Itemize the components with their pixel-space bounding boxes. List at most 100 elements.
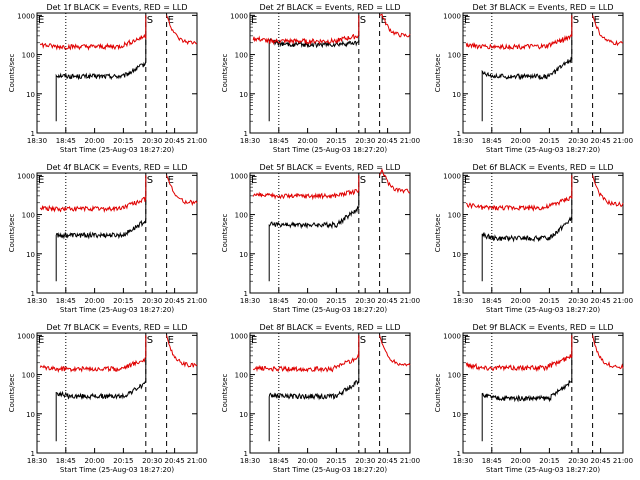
y-tick-label: 1000 bbox=[17, 332, 35, 340]
x-axis-label: Start Time (25-Aug-03 18:27:20) bbox=[273, 466, 387, 474]
panel-1: Det 1f BLACK = Events, RED = LLD 1 10 100 10… bbox=[8, 3, 207, 154]
lld-series-line bbox=[39, 335, 147, 374]
event-marker-label: S bbox=[360, 335, 366, 346]
x-tick-label: 18:30 bbox=[453, 137, 473, 145]
y-axis-label: Counts/sec bbox=[434, 374, 442, 413]
x-tick-label: 18:30 bbox=[27, 297, 47, 305]
event-marker-label: E bbox=[381, 15, 387, 26]
x-tick-label: 20:15 bbox=[113, 457, 133, 465]
x-tick-label: 18:30 bbox=[27, 457, 47, 465]
y-tick-label: 10 bbox=[26, 411, 35, 419]
y-axis-label: Counts/sec bbox=[434, 54, 442, 93]
x-tick-label: 20:15 bbox=[326, 297, 346, 305]
panel-9: Det 9f BLACK = Events, RED = LLD 1 10 100 10… bbox=[434, 323, 633, 474]
y-tick-label: 1000 bbox=[443, 332, 461, 340]
x-tick-label: 20:45 bbox=[165, 297, 185, 305]
event-marker-label: S bbox=[147, 335, 153, 346]
x-tick-label: 20:00 bbox=[85, 297, 105, 305]
events-series-line bbox=[268, 15, 360, 122]
lld-series-line bbox=[252, 15, 360, 46]
x-tick-label: 21:00 bbox=[613, 137, 633, 145]
event-marker-label: E bbox=[38, 335, 44, 346]
panel-title: Det 8f BLACK = Events, RED = LLD bbox=[259, 323, 400, 332]
y-tick-label: 1000 bbox=[230, 12, 248, 20]
y-tick-label: 100 bbox=[448, 212, 461, 220]
panel-title: Det 2f BLACK = Events, RED = LLD bbox=[259, 3, 400, 12]
y-tick-label: 100 bbox=[235, 212, 248, 220]
y-tick-label: 10 bbox=[452, 91, 461, 99]
x-tick-label: 20:30 bbox=[568, 297, 588, 305]
panel-4: Det 4f BLACK = Events, RED = LLD 1 10 100 10… bbox=[8, 163, 207, 314]
x-tick-label: 21:00 bbox=[187, 457, 207, 465]
lld-series-line bbox=[465, 175, 573, 212]
x-axis-label: Start Time (25-Aug-03 18:27:20) bbox=[60, 306, 174, 314]
y-tick-label: 1 bbox=[457, 450, 461, 458]
y-tick-label: 1000 bbox=[230, 332, 248, 340]
panel-title: Det 6f BLACK = Events, RED = LLD bbox=[472, 163, 613, 172]
x-tick-label: 20:30 bbox=[355, 457, 375, 465]
x-tick-label: 20:00 bbox=[85, 457, 105, 465]
y-axis-label: Counts/sec bbox=[8, 374, 16, 413]
plot-frame bbox=[249, 332, 411, 454]
y-tick-label: 1 bbox=[31, 450, 35, 458]
panel-6: Det 6f BLACK = Events, RED = LLD 1 10 100 10… bbox=[434, 163, 633, 314]
event-marker-label: E bbox=[594, 15, 600, 26]
x-tick-label: 18:45 bbox=[482, 297, 502, 305]
x-tick-label: 18:45 bbox=[56, 137, 76, 145]
y-axis-label: Counts/sec bbox=[221, 214, 229, 253]
lld-series-line-after bbox=[379, 168, 411, 194]
panel-title: Det 5f BLACK = Events, RED = LLD bbox=[259, 163, 400, 172]
panel-2: Det 2f BLACK = Events, RED = LLD 1 10 100 10… bbox=[221, 3, 420, 154]
events-series-line bbox=[268, 335, 360, 442]
x-tick-label: 20:00 bbox=[298, 457, 318, 465]
events-series-line bbox=[481, 175, 573, 282]
x-tick-label: 18:30 bbox=[453, 297, 473, 305]
x-axis-label: Start Time (25-Aug-03 18:27:20) bbox=[273, 146, 387, 154]
y-tick-label: 1000 bbox=[443, 12, 461, 20]
events-series-line bbox=[55, 15, 147, 122]
y-tick-label: 1 bbox=[244, 290, 248, 298]
y-tick-label: 10 bbox=[452, 411, 461, 419]
event-marker-label: E bbox=[251, 175, 257, 186]
event-marker-label: S bbox=[573, 335, 579, 346]
plot-frame bbox=[36, 172, 198, 294]
lld-series-line-after bbox=[592, 15, 623, 47]
y-axis-label: Counts/sec bbox=[221, 374, 229, 413]
x-tick-label: 21:00 bbox=[613, 297, 633, 305]
x-tick-label: 20:00 bbox=[511, 297, 531, 305]
x-tick-label: 20:00 bbox=[85, 137, 105, 145]
x-tick-label: 20:45 bbox=[165, 457, 185, 465]
y-axis-label: Counts/sec bbox=[221, 54, 229, 93]
y-tick-label: 100 bbox=[235, 52, 248, 60]
lld-series-line-after bbox=[379, 13, 411, 38]
panel-title: Det 9f BLACK = Events, RED = LLD bbox=[472, 323, 613, 332]
x-tick-label: 18:45 bbox=[482, 137, 502, 145]
y-tick-label: 1000 bbox=[17, 12, 35, 20]
y-axis-label: Counts/sec bbox=[8, 214, 16, 253]
event-marker-label: E bbox=[464, 335, 470, 346]
x-tick-label: 20:45 bbox=[378, 297, 398, 305]
panel-title: Det 7f BLACK = Events, RED = LLD bbox=[46, 323, 187, 332]
x-tick-label: 20:30 bbox=[142, 297, 162, 305]
y-tick-label: 100 bbox=[22, 52, 35, 60]
lld-series-line-after bbox=[592, 175, 624, 208]
x-tick-label: 18:45 bbox=[269, 137, 289, 145]
lld-series-line bbox=[465, 15, 573, 51]
x-tick-label: 18:45 bbox=[56, 297, 76, 305]
plot-frame bbox=[249, 172, 411, 294]
y-tick-label: 10 bbox=[452, 251, 461, 259]
lld-series-line bbox=[465, 335, 573, 373]
x-tick-label: 20:15 bbox=[539, 137, 559, 145]
x-tick-label: 18:45 bbox=[269, 297, 289, 305]
lld-series-line bbox=[39, 15, 147, 51]
x-tick-label: 20:15 bbox=[326, 137, 346, 145]
y-tick-label: 10 bbox=[26, 251, 35, 259]
y-tick-label: 100 bbox=[448, 372, 461, 380]
plot-frame bbox=[36, 332, 198, 454]
panel-title: Det 4f BLACK = Events, RED = LLD bbox=[46, 163, 187, 172]
x-tick-label: 20:45 bbox=[165, 137, 185, 145]
y-tick-label: 1000 bbox=[17, 172, 35, 180]
x-tick-label: 20:45 bbox=[378, 457, 398, 465]
x-tick-label: 18:30 bbox=[453, 457, 473, 465]
